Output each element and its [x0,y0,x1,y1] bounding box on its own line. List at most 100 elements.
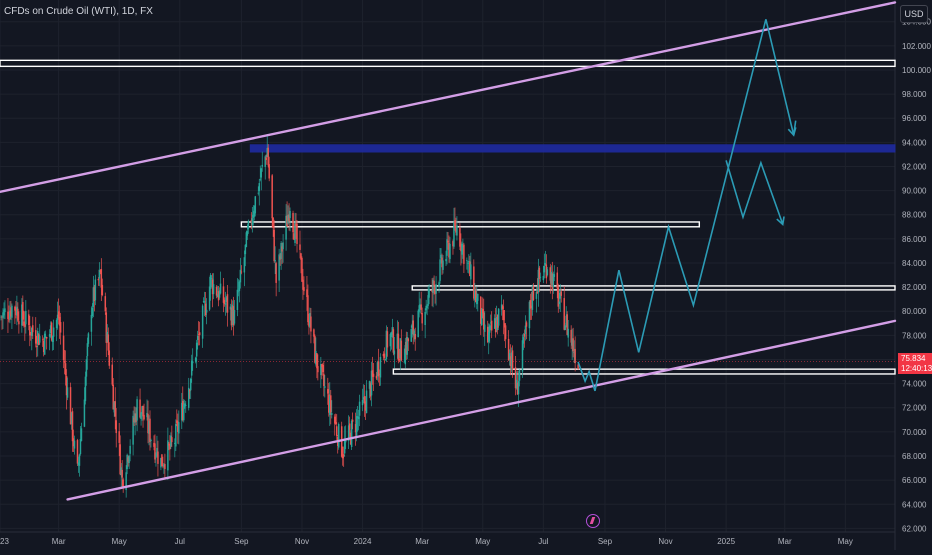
candle-body [440,254,442,259]
time-tick-label: Mar [778,537,792,546]
candle-body [363,396,366,404]
candle-body [542,275,545,281]
symbol-title[interactable]: CFDs on Crude Oil (WTI), 1D, FX [4,6,153,17]
candle-body [189,378,192,391]
candle-body [544,263,547,265]
candle-body [253,210,256,217]
candle-body [355,416,358,436]
candle-body [396,333,399,349]
time-tick-label: 2023 [0,537,9,546]
candle-body [85,359,88,377]
candle-body [543,265,546,273]
candle-body [341,454,344,459]
candle-body [153,442,155,447]
candle-body [45,337,48,339]
candle-body [233,310,236,324]
channel-lines[interactable] [0,1,897,501]
candle-body [365,390,368,414]
candle-body [327,389,329,394]
candle-body [525,322,528,327]
candle-body [49,325,52,334]
price-tick-label: 78.000 [902,331,927,340]
bar-countdown: 12:40:13 [901,364,932,373]
channel-line-upper [0,1,897,194]
candle-body [343,440,346,454]
candle-body [424,311,426,326]
candle-body [174,442,176,444]
candle-body [250,220,253,223]
candle-body [4,308,6,313]
candle-body [390,332,393,337]
candle-body [87,333,90,344]
candle-body [175,423,177,447]
candle-body [508,353,511,359]
candle-body [413,330,415,336]
price-tick-label: 98.000 [902,90,927,99]
candle-body [399,338,402,359]
candle-body [225,297,228,303]
candle-body [361,399,364,406]
candle-body [427,295,429,306]
candle-body [577,364,579,369]
candle-body [57,311,60,319]
time-tick-label: May [838,537,853,546]
candle-body [247,220,250,230]
candle-body [182,400,184,420]
candle-body [517,381,520,395]
candle-body [268,164,270,179]
candle-body [518,369,521,381]
candle-body [428,289,430,298]
candle-body [475,289,477,303]
time-axis[interactable]: 2023 Mar May Jul Sep Nov 2024 Mar May Jul Sep Nov 20… [0,537,853,546]
candle-body [121,469,123,478]
candle-body [267,147,269,166]
candle-body [556,272,559,289]
candle-body [400,340,403,361]
candle-body [205,309,208,313]
price-tick-label: 62.000 [902,524,927,533]
candle-body [239,269,242,283]
candle-body [445,259,447,262]
candle-body [190,360,193,376]
candle-body [563,298,565,330]
candle-body [347,425,350,441]
candle-body [335,426,338,436]
candle-body [571,338,573,346]
candle-body [412,320,414,335]
candle-body [113,402,115,413]
candle-body [101,284,104,296]
currency-button[interactable]: USD [900,5,928,23]
candle-body [463,244,465,264]
candle-body [570,329,572,343]
candle-body [386,331,389,348]
time-tick-label: Jul [175,537,185,546]
candle-body [257,192,260,194]
candle-body [147,413,149,434]
candle-body [509,356,512,367]
candle-body [63,360,66,363]
candle-body [453,222,455,247]
candle-body [139,399,141,418]
candle-body [157,451,159,464]
candle-body [466,260,468,261]
candle-body [278,254,280,281]
candle-body [169,443,171,450]
candle-body [495,316,498,331]
projection-paths[interactable] [577,19,797,392]
bolt-icon[interactable] [586,514,600,528]
candle-body [266,148,268,158]
candle-body [454,220,456,227]
candle-body [161,454,163,467]
candle-body [16,306,18,316]
candle-body [29,325,31,336]
candle-body [222,286,225,303]
candle-body [31,327,33,336]
candle-body [62,335,65,361]
candle-body [449,243,451,260]
candle-body [107,334,110,351]
candle-body [71,411,74,442]
candle-body [507,338,510,361]
candle-body [170,435,172,447]
